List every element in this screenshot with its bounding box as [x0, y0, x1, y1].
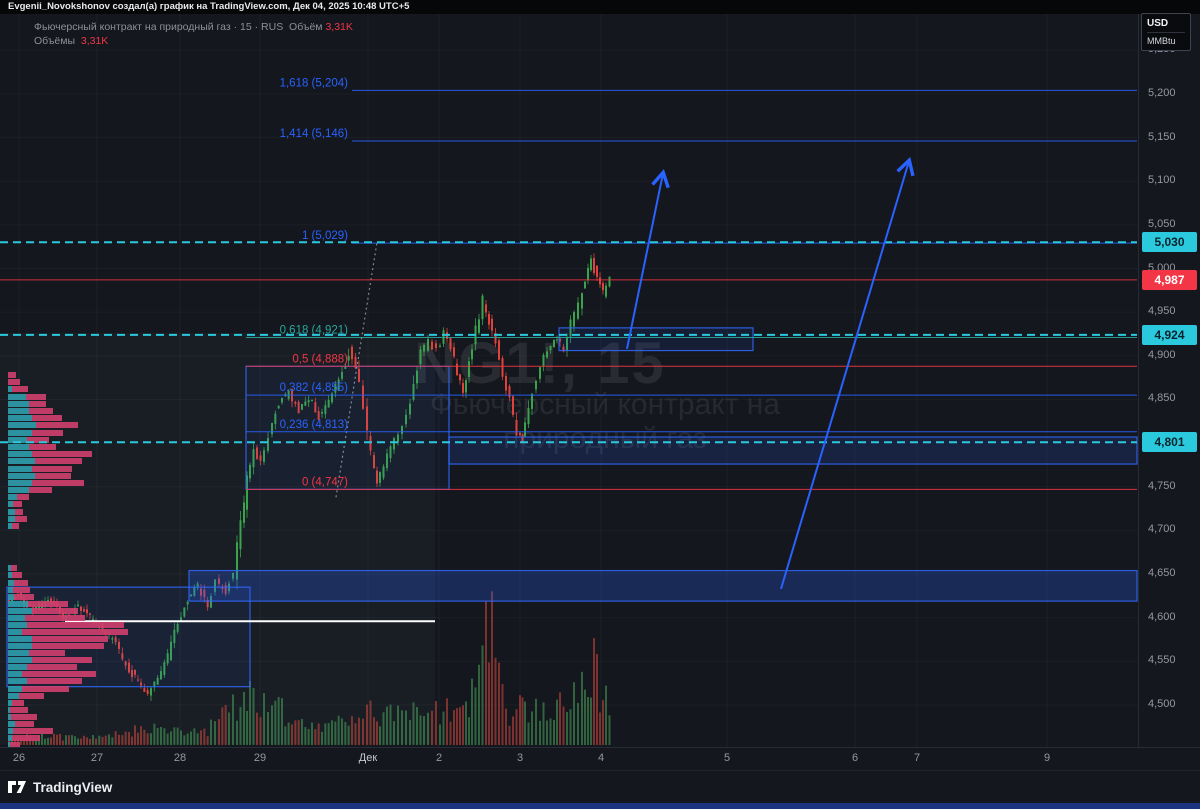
- price-tick: 4,900: [1148, 348, 1176, 361]
- band-4650[interactable]: [188, 569, 1138, 602]
- share-header: Evgenii_Novokshonov создал(а) график на …: [0, 0, 1200, 14]
- time-tick: 3: [516, 752, 524, 764]
- legend-symbol-row: Фьючерсный контракт на природный газ · 1…: [34, 20, 353, 34]
- fib-label: 1,414 (5,146): [280, 128, 349, 140]
- level-price-badge: 5,030: [1142, 232, 1197, 253]
- unit-label: MMBtu: [1147, 36, 1176, 46]
- price-unit-box: USD MMBtu: [1141, 13, 1191, 51]
- currency-label: USD: [1147, 18, 1169, 29]
- level-price-badge: 4,924: [1142, 324, 1197, 345]
- time-tick: 27: [90, 752, 104, 764]
- price-tick: 4,750: [1148, 479, 1176, 492]
- time-tick: 29: [253, 752, 267, 764]
- legend-symbol-text: Фьючерсный контракт на природный газ · 1…: [34, 21, 284, 33]
- fib-label: 0,236 (4,813): [280, 419, 349, 431]
- time-tick: 26: [12, 752, 26, 764]
- time-tick: 9: [1043, 752, 1051, 764]
- chart-canvas[interactable]: NG1!, 15 Фьючерсный контракт на природны…: [0, 14, 1138, 747]
- price-tick: 4,700: [1148, 523, 1176, 536]
- trend-arrows[interactable]: [626, 156, 915, 590]
- footer-bar: TradingView: [0, 770, 1200, 804]
- arrow-up-1[interactable]: [626, 169, 670, 350]
- time-tick: 7: [913, 752, 921, 764]
- level-price-badge: 4,801: [1142, 432, 1197, 453]
- price-tick: 4,550: [1148, 654, 1176, 667]
- price-tick: 5,200: [1148, 86, 1176, 99]
- legend-volume-study-row: Объёмы 3,31K: [34, 34, 353, 48]
- drawn-lines[interactable]: [65, 242, 435, 623]
- unit-box-divider: [1147, 32, 1185, 33]
- dotted-trendline: [335, 242, 378, 498]
- last-price-badge: 4,987: [1142, 269, 1197, 290]
- horizontal-level-lines[interactable]: [0, 241, 1137, 444]
- band-4800[interactable]: [448, 436, 1138, 465]
- legend-volume-study-value: 3,31K: [80, 35, 109, 47]
- time-tick: 4: [597, 752, 605, 764]
- arrow-up-2[interactable]: [780, 156, 915, 590]
- fib-label: 1,618 (5,204): [280, 77, 349, 89]
- price-tick: 5,100: [1148, 174, 1176, 187]
- price-tick: 4,950: [1148, 305, 1176, 318]
- time-axis[interactable]: 26 27 28 29 Дек 2 3 4 5 6 7 9: [0, 747, 1200, 771]
- time-tick: 2: [435, 752, 443, 764]
- fib-label: 0 (4,747): [302, 476, 348, 488]
- price-tick: 4,850: [1148, 392, 1176, 405]
- volume-profiles: [8, 372, 128, 747]
- legend-volume-study-label: Объёмы: [34, 35, 76, 47]
- legend-volume-label: Объём: [289, 21, 323, 33]
- box-4924[interactable]: [558, 327, 754, 352]
- time-tick: Дек: [358, 752, 378, 764]
- legend-volume-value: 3,31K: [325, 21, 353, 33]
- tradingview-logo-icon: [8, 781, 26, 793]
- price-tick: 5,150: [1148, 130, 1176, 143]
- fib-label: 1 (5,029): [302, 230, 348, 242]
- price-axis[interactable]: 5,2505,2005,1505,1005,0505,0004,9504,900…: [1138, 14, 1200, 747]
- price-tick: 4,650: [1148, 567, 1176, 580]
- share-header-text: Evgenii_Novokshonov создал(а) график на …: [8, 1, 410, 12]
- tradingview-logo[interactable]: TradingView: [8, 779, 112, 795]
- bottom-strip: [0, 803, 1200, 809]
- price-tick: 5,050: [1148, 217, 1176, 230]
- fib-label: 0,382 (4,855): [280, 382, 349, 394]
- fib-label: 0,618 (4,921): [280, 324, 349, 336]
- time-tick: 6: [851, 752, 859, 764]
- price-tick: 4,500: [1148, 698, 1176, 710]
- volume-histogram: [8, 591, 611, 745]
- chart-plot[interactable]: 1,618 (5,204) 1,414 (5,146) 1 (5,029) 0,618…: [0, 14, 1138, 747]
- tradingview-brand-text: TradingView: [33, 779, 113, 795]
- time-tick: 5: [723, 752, 731, 764]
- price-tick: 4,600: [1148, 610, 1176, 623]
- chart-legend[interactable]: Фьючерсный контракт на природный газ · 1…: [34, 20, 353, 48]
- fib-label: 0,5 (4,888): [292, 353, 348, 365]
- time-tick: 28: [173, 752, 187, 764]
